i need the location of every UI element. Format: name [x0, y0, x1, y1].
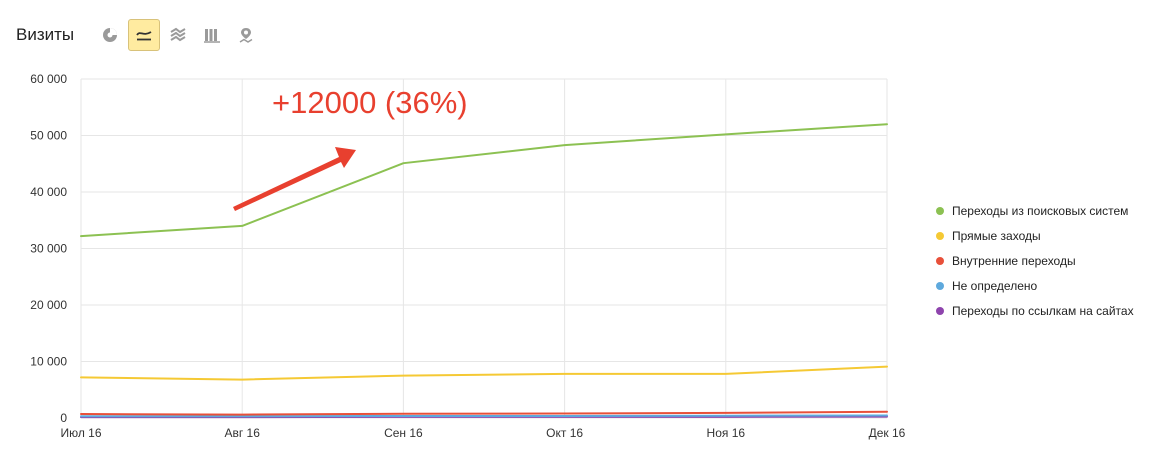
legend-item[interactable]: Переходы из поисковых систем — [936, 198, 1134, 223]
legend-dot-icon — [936, 256, 944, 265]
series-line[interactable] — [80, 123, 888, 238]
y-tick-label: 40 000 — [30, 185, 67, 199]
map-pin-icon — [239, 28, 253, 43]
x-tick-label: Июл 16 — [60, 426, 101, 440]
x-tick-label: Окт 16 — [546, 426, 583, 440]
growth-annotation-text: +12000 (36%) — [272, 85, 468, 120]
legend-dot-icon — [936, 206, 944, 215]
legend-item[interactable]: Переходы по ссылкам на сайтах — [936, 298, 1134, 323]
report-header: Визиты — [16, 18, 264, 52]
series-line[interactable] — [80, 410, 888, 416]
y-tick-label: 50 000 — [30, 129, 67, 143]
y-tick-label: 10 000 — [30, 355, 67, 369]
area-chart-icon — [170, 27, 186, 42]
x-axis-ticks: Июл 16 Авг 16 Сен 16 Окт 16 Ноя 16 Дек 16 — [60, 426, 905, 440]
legend-item[interactable]: Не определено — [936, 273, 1134, 298]
growth-annotation: +12000 (36%) — [233, 85, 468, 211]
y-tick-label: 20 000 — [30, 298, 67, 312]
legend-item[interactable]: Прямые заходы — [936, 223, 1134, 248]
column-chart-icon — [204, 29, 221, 43]
column-chart-button[interactable] — [196, 19, 228, 51]
legend-label: Внутренние переходы — [952, 253, 1076, 268]
line-chart-icon — [136, 31, 152, 41]
y-tick-label: 60 000 — [30, 72, 67, 86]
x-tick-label: Дек 16 — [869, 426, 906, 440]
legend-dot-icon — [936, 306, 944, 315]
series-line[interactable] — [80, 365, 888, 381]
legend-label: Прямые заходы — [952, 228, 1041, 243]
legend-label: Переходы из поисковых систем — [952, 203, 1129, 218]
y-tick-label: 30 000 — [30, 242, 67, 256]
growth-arrow — [233, 147, 356, 211]
legend-label: Не определено — [952, 278, 1038, 293]
y-axis-ticks: 0 10 000 20 000 30 000 40 000 50 000 60 000 — [30, 72, 67, 425]
pie-chart-icon — [103, 28, 118, 42]
legend-item[interactable]: Внутренние переходы — [936, 248, 1134, 273]
chart-legend: Переходы из поисковых систем Прямые заход… — [936, 198, 1134, 323]
map-button[interactable] — [230, 19, 262, 51]
legend-dot-icon — [936, 231, 944, 240]
line-chart-button[interactable] — [128, 19, 161, 51]
series-line[interactable] — [80, 414, 888, 418]
pie-chart-button[interactable] — [94, 19, 126, 51]
report-title: Визиты — [16, 25, 75, 44]
chart-grid — [80, 78, 888, 419]
x-tick-label: Ноя 16 — [707, 426, 746, 440]
legend-dot-icon — [936, 281, 944, 290]
area-chart-button[interactable] — [162, 19, 194, 51]
y-tick-label: 0 — [60, 411, 67, 425]
legend-label: Переходы по ссылкам на сайтах — [952, 303, 1134, 318]
x-tick-label: Авг 16 — [224, 426, 260, 440]
chart-series — [80, 123, 888, 419]
x-tick-label: Сен 16 — [384, 426, 423, 440]
